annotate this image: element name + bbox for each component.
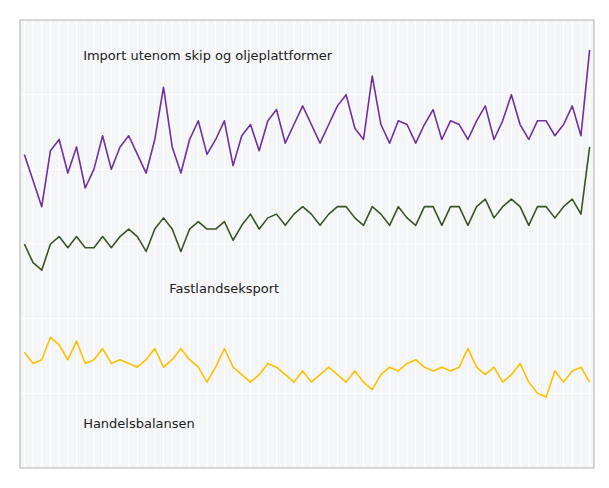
series-lines — [24, 50, 589, 397]
series-line — [24, 147, 589, 270]
grid-line-y — [20, 169, 594, 170]
grid-line-y — [20, 94, 594, 95]
series-label: Import utenom skip og oljeplattformer — [83, 48, 333, 63]
series-label: Handelsbalansen — [83, 416, 195, 431]
plot-frame — [20, 20, 594, 468]
grid-line-y — [20, 244, 594, 245]
grid — [20, 20, 594, 468]
series-label: Fastlandseksport — [169, 281, 279, 296]
series-line — [24, 337, 589, 397]
grid-line-y — [20, 318, 594, 319]
chart: Import utenom skip og oljeplattformer Fas… — [0, 0, 609, 488]
plot-background — [20, 20, 594, 468]
series-line — [24, 50, 589, 207]
grid-line-y — [20, 393, 594, 394]
